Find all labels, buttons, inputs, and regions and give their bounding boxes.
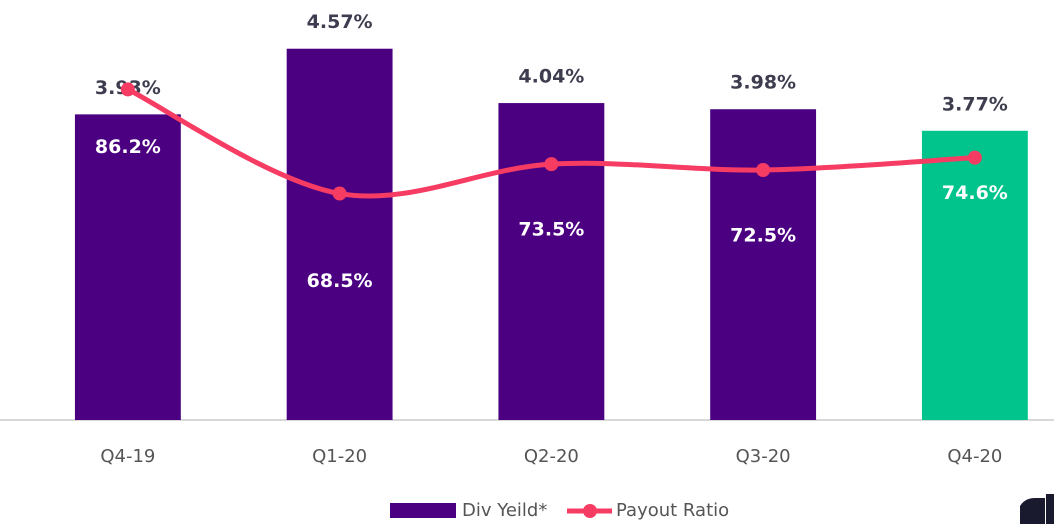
bar <box>921 130 1028 420</box>
line-value-label: 74.6% <box>942 182 1008 204</box>
line-marker <box>120 82 135 97</box>
line-marker <box>756 163 771 177</box>
line-value-label: 68.5% <box>307 270 373 292</box>
x-tick-label: Q1-20 <box>312 446 367 467</box>
bar-value-label: 4.57% <box>307 11 373 33</box>
logo <box>1020 494 1054 524</box>
legend-label: Div Yeild* <box>462 500 547 521</box>
line-marker <box>332 186 347 201</box>
line-marker <box>544 157 559 172</box>
legend-swatch <box>390 503 456 518</box>
bar <box>498 103 605 421</box>
bar <box>74 114 181 420</box>
line-value-label: 73.5% <box>518 219 584 241</box>
legend-swatch <box>583 504 597 518</box>
bar <box>286 48 393 420</box>
bar-value-label: 3.98% <box>730 72 796 94</box>
x-tick-label: Q4-20 <box>947 446 1002 467</box>
line-value-label: 86.2% <box>95 136 161 158</box>
bar-value-label: 4.04% <box>518 66 584 88</box>
x-tick-label: Q2-20 <box>524 446 579 467</box>
x-tick-label: Q3-20 <box>736 446 791 467</box>
x-tick-label: Q4-19 <box>100 446 155 467</box>
legend-label: Payout Ratio <box>616 500 729 521</box>
line-value-label: 72.5% <box>730 225 796 247</box>
bar <box>710 109 817 420</box>
line-marker <box>967 150 982 165</box>
bar-value-label: 3.77% <box>942 93 1008 115</box>
